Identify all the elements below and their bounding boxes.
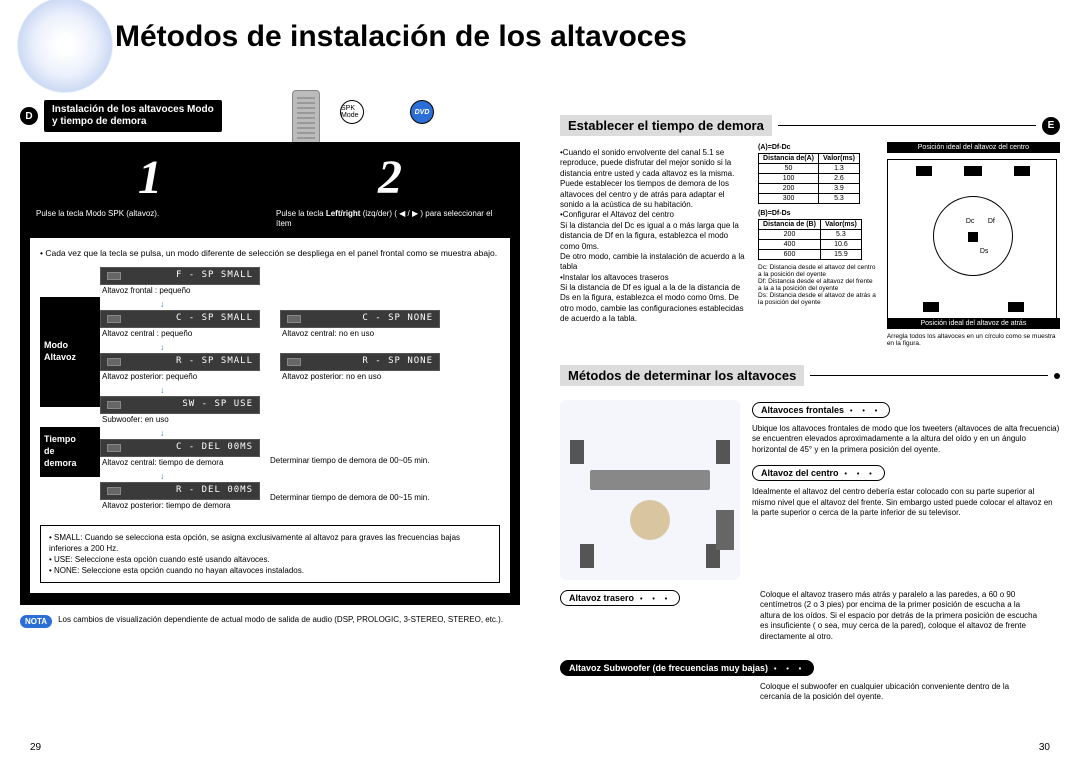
d-badge: D — [20, 107, 38, 125]
room-illustration — [560, 400, 740, 580]
white-panel-intro: • Cada vez que la tecla se pulsa, un mod… — [40, 248, 500, 259]
speaker-diagram: Dc Df Ds — [887, 159, 1057, 319]
pill-front: Altavoces frontales — [752, 402, 890, 418]
side-label-time: Tiempo de demora — [40, 427, 100, 477]
lcd-row: R - SP SMALL — [100, 353, 260, 371]
white-panel: • Cada vez que la tecla se pulsa, un mod… — [30, 238, 510, 594]
table-a: Distancia de(A)Valor(ms) 501.3 1002.6 20… — [758, 153, 860, 204]
lcd-row: R - SP NONE — [280, 353, 440, 371]
lcd-row: C - DEL 00MS — [100, 439, 260, 457]
info-box: • SMALL: Cuando se selecciona esta opció… — [40, 525, 500, 584]
e-badge: E — [1042, 117, 1060, 135]
step2-number: 2 — [276, 150, 504, 205]
lcd-row: F - SP SMALL — [100, 267, 260, 285]
table-b: Distancia de (B)Valor(ms) 2005.3 40010.6… — [758, 219, 862, 260]
lcd-row: R - DEL 00MS — [100, 482, 260, 500]
black-box: 1 Pulse la tecla Modo SPK (altavoz). 2 P… — [20, 142, 520, 605]
sec1-body: •Cuando el sonido envolvente del canal 5… — [560, 148, 748, 325]
step1-text: Pulse la tecla Modo SPK (altavoz). — [36, 209, 264, 219]
page-title: Métodos de instalación de los altavoces — [115, 20, 687, 54]
left-panel: D Instalación de los altavoces Modo y ti… — [20, 100, 520, 628]
step1-number: 1 — [36, 150, 264, 205]
right-panel: Establecer el tiempo de demora E •Cuando… — [560, 115, 1060, 703]
left-header: Instalación de los altavoces Modo y tiem… — [44, 100, 222, 132]
pill-center: Altavoz del centro — [752, 465, 885, 481]
disc-graphic — [10, 0, 120, 100]
page-num-right: 30 — [1039, 742, 1050, 753]
sec2-title: Métodos de determinar los altavoces — [560, 365, 804, 386]
lcd-row: SW - SP USE — [100, 396, 260, 414]
pill-rear: Altavoz trasero — [560, 590, 680, 606]
nota-text: Los cambios de visualización dependiente… — [58, 615, 503, 625]
step2-text: Pulse la tecla Left/right (izq/der) ( ◀ … — [276, 209, 504, 230]
lcd-row: C - SP NONE — [280, 310, 440, 328]
nota-pill: NOTA — [20, 615, 52, 628]
pill-sub: Altavoz Subwoofer (de frecuencias muy ba… — [560, 660, 814, 676]
sec1-title: Establecer el tiempo de demora — [560, 115, 772, 136]
lcd-row: C - SP SMALL — [100, 310, 260, 328]
side-label-mode: Modo Altavoz — [40, 297, 100, 407]
page-num-left: 29 — [30, 742, 41, 753]
